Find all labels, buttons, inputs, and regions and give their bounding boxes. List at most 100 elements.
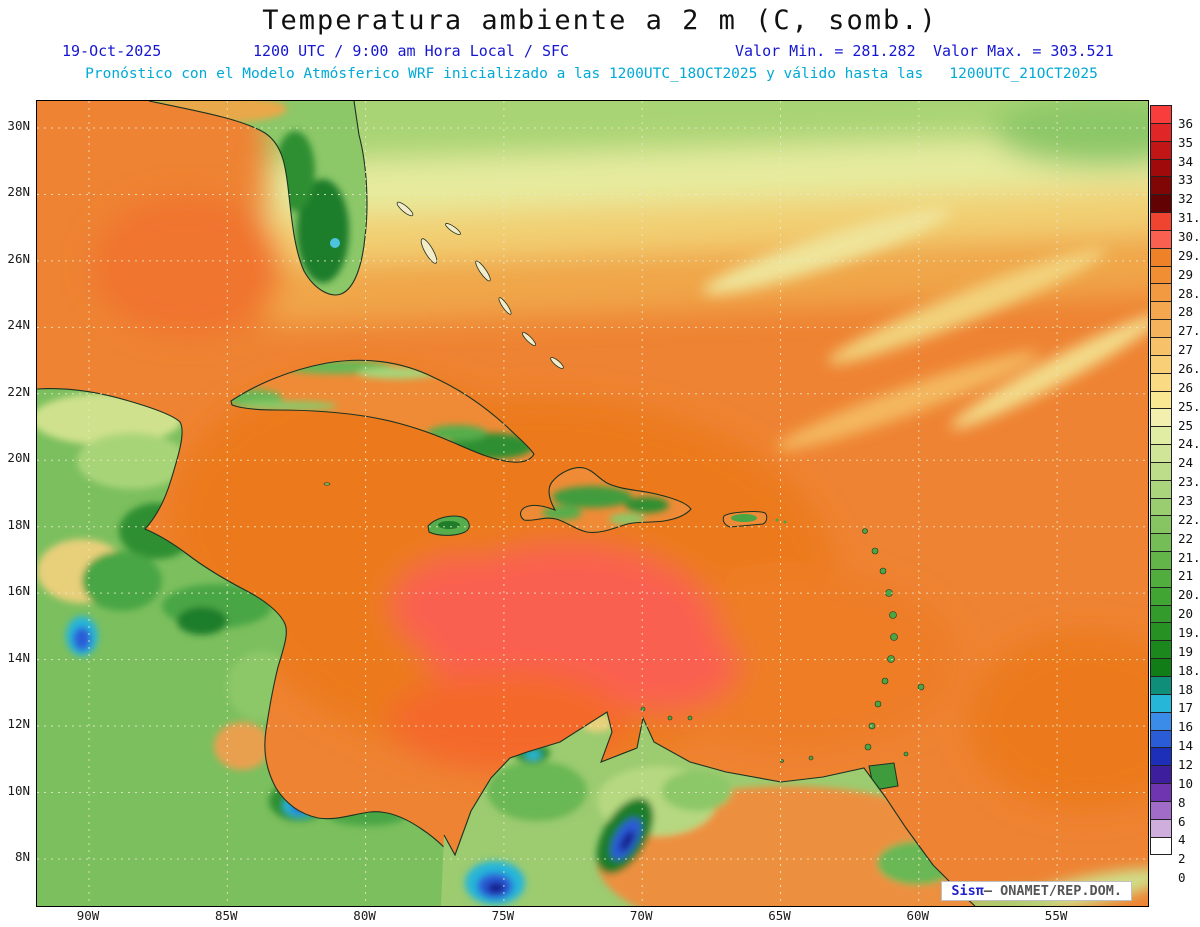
colorbar-label: 31.5 bbox=[1178, 210, 1200, 226]
lat-label: 30N bbox=[7, 118, 30, 133]
colorbar-label: 2 bbox=[1178, 851, 1186, 867]
bahamas-islands bbox=[396, 201, 564, 369]
colorbar-cell bbox=[1150, 408, 1172, 428]
lat-label: 16N bbox=[7, 583, 30, 599]
colorbar-cell bbox=[1150, 568, 1172, 588]
colorbar-cell bbox=[1150, 711, 1172, 731]
colorbar-cell bbox=[1150, 497, 1172, 517]
colorbar-cell bbox=[1150, 747, 1172, 767]
colorbar-cell bbox=[1150, 301, 1172, 321]
colorbar-cell bbox=[1150, 247, 1172, 267]
colorbar-label: 28 bbox=[1178, 304, 1194, 320]
colorbar-cell bbox=[1150, 765, 1172, 785]
colorbar-cell bbox=[1150, 176, 1172, 196]
colorbar-label: 27 bbox=[1178, 342, 1194, 358]
value-min-label: Valor Min. = 281.282 bbox=[735, 42, 916, 60]
lat-label: 28N bbox=[7, 184, 30, 200]
hispaniola-detail bbox=[542, 486, 669, 525]
colorbar-cell bbox=[1150, 140, 1172, 160]
colorbar-label: 0 bbox=[1178, 870, 1186, 886]
atlantic-cool-bands bbox=[92, 101, 1148, 336]
colorbar-cell bbox=[1150, 444, 1172, 463]
map-plot-area: Sisπ– ONAMET/REP.DOM. bbox=[36, 100, 1149, 907]
colorbar-label: 35 bbox=[1178, 134, 1194, 150]
colorbar-label: 21 bbox=[1178, 568, 1194, 584]
lon-label: 90W bbox=[76, 908, 100, 923]
lon-label: 85W bbox=[215, 908, 238, 923]
colorbar-cell bbox=[1150, 533, 1172, 553]
colorbar-label: 22 bbox=[1178, 530, 1194, 546]
jamaica-mountains bbox=[438, 521, 460, 529]
colorbar-label: 29.7 bbox=[1178, 247, 1200, 263]
colorbar-cell bbox=[1150, 693, 1172, 713]
lat-label: 14N bbox=[7, 649, 30, 665]
colorbar-cell bbox=[1150, 372, 1172, 392]
colorbar-label: 32 bbox=[1178, 191, 1194, 207]
watermark-text: – ONAMET/REP.DOM. bbox=[983, 883, 1122, 899]
colorbar-label: 29 bbox=[1178, 266, 1194, 282]
watermark-brand: Sisπ bbox=[951, 883, 984, 899]
colorbar-cell bbox=[1150, 194, 1172, 214]
lon-label: 75W bbox=[491, 908, 515, 923]
colorbar-label: 19.5 bbox=[1178, 625, 1200, 640]
page-title: Temperatura ambiente a 2 m (C, somb.) bbox=[262, 5, 938, 36]
colorbar-label: 8 bbox=[1178, 794, 1186, 810]
colorbar-cell bbox=[1150, 515, 1172, 535]
colorbar-cell bbox=[1150, 105, 1172, 124]
colorbar-label: 17 bbox=[1178, 700, 1194, 716]
lon-label: 65W bbox=[768, 908, 791, 923]
virgin-islands-2 bbox=[783, 520, 787, 524]
colorbar-cell bbox=[1150, 265, 1172, 285]
colorbar-label: 25.5 bbox=[1178, 398, 1200, 414]
colorbar-cell bbox=[1150, 800, 1172, 820]
watermark: Sisπ– ONAMET/REP.DOM. bbox=[941, 881, 1132, 901]
temperature-map bbox=[37, 101, 1148, 906]
gridlines bbox=[37, 101, 1148, 906]
colorbar-cell bbox=[1150, 354, 1172, 374]
colorbar-label: 20.5 bbox=[1178, 587, 1200, 603]
colorbar-label: 30.7 bbox=[1178, 229, 1200, 244]
colorbar-label: 24.5 bbox=[1178, 436, 1200, 452]
colorbar-cell bbox=[1150, 551, 1172, 570]
colorbar-label: 19 bbox=[1178, 643, 1194, 659]
colorbar-label: 18.5 bbox=[1178, 662, 1200, 678]
colorbar-label: 18 bbox=[1178, 681, 1194, 697]
colorbar-label: 24 bbox=[1178, 455, 1194, 471]
colorbar-label: 23 bbox=[1178, 493, 1194, 508]
colorbar-label: 28.5 bbox=[1178, 285, 1200, 301]
colorbar-label: 10 bbox=[1178, 775, 1194, 791]
colorbar-cell bbox=[1150, 158, 1172, 178]
colorbar-cell bbox=[1150, 836, 1172, 856]
colorbar-label: 25 bbox=[1178, 417, 1194, 433]
lat-label: 26N bbox=[7, 250, 30, 266]
value-max-label: Valor Max. = 303.521 bbox=[933, 42, 1114, 60]
cayman-islands bbox=[323, 482, 331, 486]
colorbar-cell bbox=[1150, 212, 1172, 231]
forecast-date: 19-Oct-2025 bbox=[62, 42, 162, 60]
lat-label: 22N bbox=[7, 383, 30, 399]
colorbar-cell bbox=[1150, 604, 1172, 624]
lon-label: 70W bbox=[629, 908, 653, 923]
colorbar-label: 33 bbox=[1178, 172, 1194, 188]
colorbar-cell bbox=[1150, 461, 1172, 481]
colorbar-cell bbox=[1150, 783, 1172, 802]
lat-label: 18N bbox=[7, 516, 30, 532]
colorbar-label: 34 bbox=[1178, 153, 1194, 169]
colorbar-cell bbox=[1150, 479, 1172, 499]
colorbar-cell bbox=[1150, 229, 1172, 249]
colorbar-cell bbox=[1150, 319, 1172, 338]
lat-label: 20N bbox=[7, 450, 30, 466]
virgin-islands bbox=[775, 518, 779, 522]
colorbar-label: 12 bbox=[1178, 757, 1194, 772]
lon-label: 80W bbox=[353, 908, 376, 923]
colorbar-cell bbox=[1150, 122, 1172, 142]
lat-label: 24N bbox=[7, 317, 30, 333]
atlantic-streaks bbox=[703, 208, 1148, 451]
colorbar-cell bbox=[1150, 640, 1172, 660]
colorbar-label: 36 bbox=[1178, 115, 1194, 131]
colorbar-label: 22.5 bbox=[1178, 511, 1200, 527]
model-info-line: Pronóstico con el Modelo Atmósferico WRF… bbox=[85, 66, 1098, 82]
colorbar-label: 16 bbox=[1178, 719, 1194, 735]
colorbar-label: 26 bbox=[1178, 379, 1194, 395]
